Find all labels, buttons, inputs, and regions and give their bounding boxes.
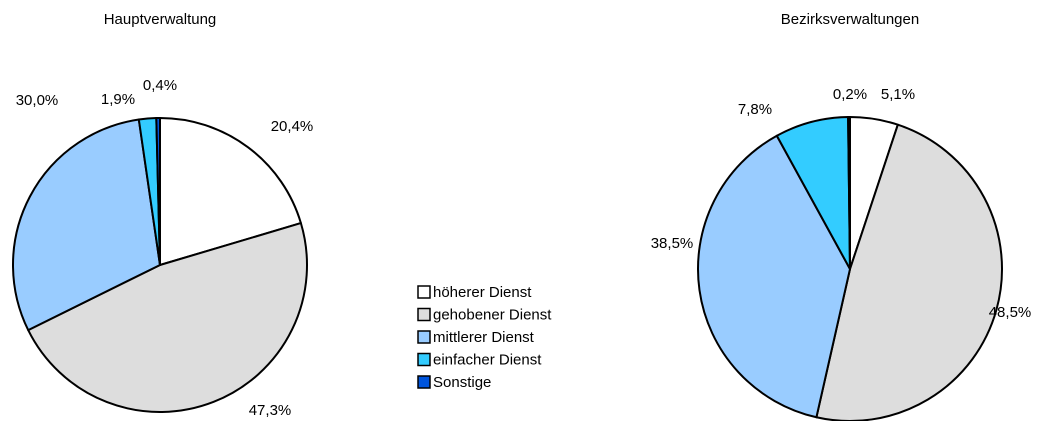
legend-label: einfacher Dienst bbox=[433, 351, 542, 368]
pie-slice bbox=[815, 123, 1003, 421]
data-label: 5,1% bbox=[881, 86, 915, 103]
legend-label: höherer Dienst bbox=[433, 284, 532, 301]
legend-swatch bbox=[417, 375, 431, 389]
legend-swatch bbox=[417, 330, 431, 344]
data-label: 38,5% bbox=[651, 235, 694, 252]
data-label: 7,8% bbox=[738, 101, 772, 118]
legend-label: Sonstige bbox=[433, 374, 491, 391]
data-label: 30,0% bbox=[16, 92, 59, 109]
legend-swatch bbox=[417, 285, 431, 299]
pie-slice bbox=[847, 116, 851, 270]
pie-slice bbox=[12, 118, 161, 332]
data-label: 0,4% bbox=[143, 77, 177, 94]
pie-slice bbox=[27, 222, 308, 413]
chart-title: Bezirksverwaltungen bbox=[781, 11, 919, 28]
legend-swatch bbox=[417, 352, 431, 367]
chart-title: Hauptverwaltung bbox=[104, 11, 217, 28]
pie-slice bbox=[159, 117, 302, 266]
data-label: 1,9% bbox=[101, 91, 135, 108]
legend-swatch bbox=[417, 307, 431, 322]
data-label: 20,4% bbox=[271, 118, 314, 135]
data-label: 47,3% bbox=[249, 402, 292, 419]
data-label: 48,5% bbox=[989, 304, 1032, 321]
legend-label: gehobener Dienst bbox=[433, 306, 552, 323]
data-label: 0,2% bbox=[833, 86, 867, 103]
pie-slice bbox=[697, 134, 851, 419]
legend-label: mittlerer Dienst bbox=[433, 329, 535, 346]
pie-slice bbox=[155, 116, 161, 266]
